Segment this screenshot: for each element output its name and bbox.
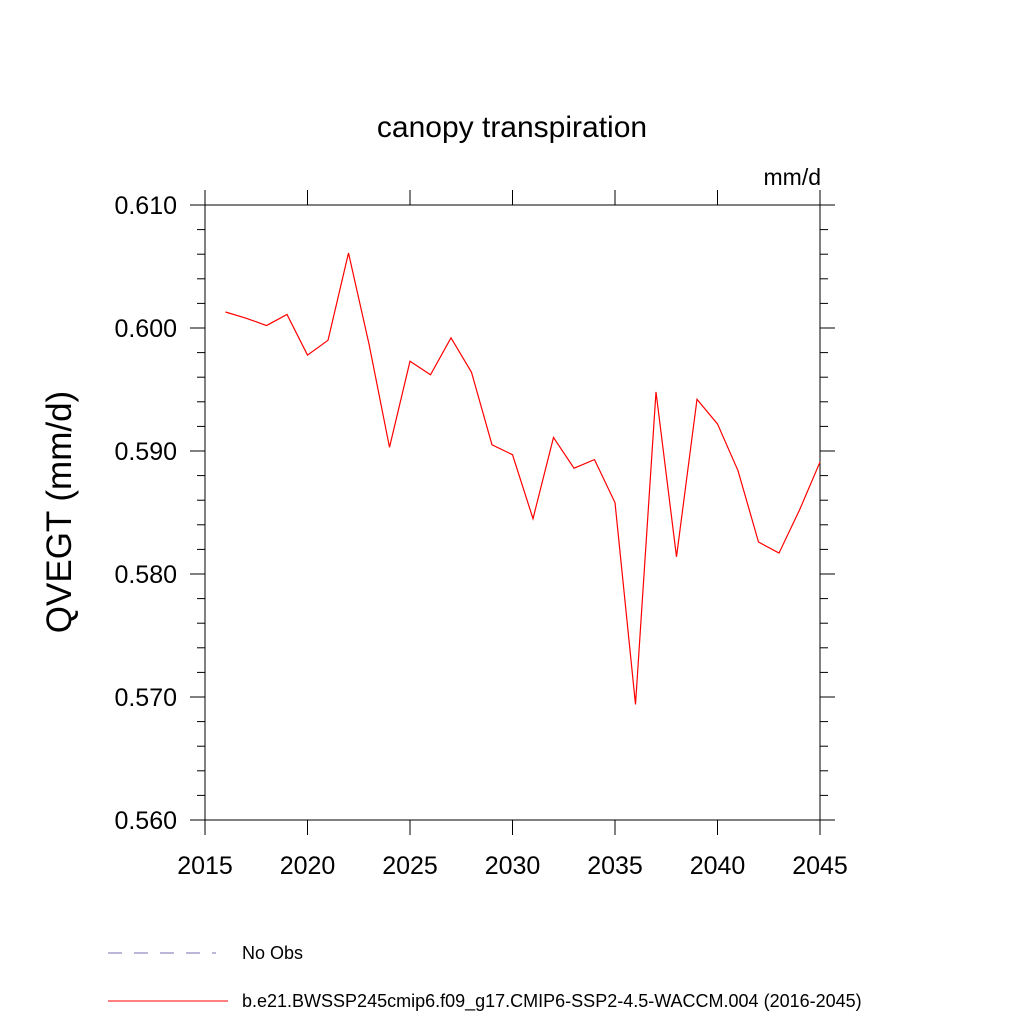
x-tick-label: 2025 — [382, 852, 438, 880]
series-layer — [225, 252, 821, 705]
y-tick-label: 0.580 — [114, 561, 177, 589]
legend: No Obs b.e21.BWSSP245cmip6.f09_g17.CMIP6-… — [108, 943, 862, 1012]
x-tick-label: 2015 — [177, 852, 233, 880]
x-tick-label: 2035 — [587, 852, 643, 880]
chart-title: canopy transpiration — [377, 111, 647, 144]
y-tick-label: 0.590 — [114, 438, 177, 466]
y-tick-label: 0.610 — [114, 192, 177, 220]
y-tick-label: 0.570 — [114, 684, 177, 712]
plot-frame — [204, 204, 821, 821]
y-tick-label: 0.600 — [114, 315, 177, 343]
axis-tick-labels: 2015 2020 2025 2030 2035 2040 2045 0.560 0.570 0.… — [114, 192, 847, 880]
x-tick-label: 2045 — [792, 852, 848, 880]
y-tick-label: 0.560 — [114, 807, 177, 835]
legend-label: b.e21.BWSSP245cmip6.f09_g17.CMIP6-SSP2-4… — [242, 991, 862, 1012]
x-tick-label: 2020 — [280, 852, 336, 880]
x-tick-label: 2030 — [485, 852, 541, 880]
legend-label: No Obs — [242, 943, 303, 963]
x-tick-label: 2040 — [690, 852, 746, 880]
axis-ticks — [190, 190, 835, 835]
series-line — [225, 252, 821, 705]
units-label: mm/d — [764, 164, 822, 190]
y-axis-label: QVEGT (mm/d) — [40, 391, 79, 633]
